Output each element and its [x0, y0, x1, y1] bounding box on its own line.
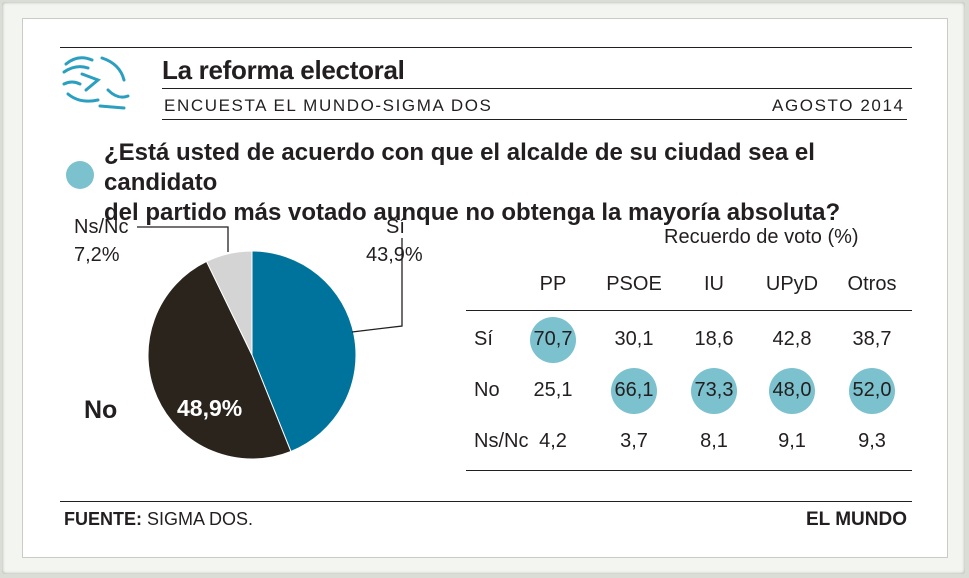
table-cell: 48,0 [772, 379, 812, 401]
table-divider [466, 470, 912, 471]
leader-line-nsnc [137, 226, 229, 252]
top-rule [60, 47, 912, 48]
survey-date: AGOSTO 2014 [772, 96, 905, 115]
column-header-psoe: PSOE [606, 273, 662, 295]
highlight-circle [849, 368, 895, 414]
table-cell: 70,7 [533, 328, 573, 350]
row-label-2: Ns/Nc [474, 430, 529, 452]
table-cell: 66,1 [614, 379, 654, 401]
page-title: La reforma electoral [162, 55, 405, 85]
question-bullet-icon [66, 161, 94, 189]
column-header-iu: IU [704, 273, 724, 295]
table-cell: 9,3 [858, 430, 886, 452]
table-cell: 4,2 [539, 430, 567, 452]
column-header-otros: Otros [847, 273, 897, 295]
slice-label-si-name: Sí [386, 216, 405, 238]
table-cell: 42,8 [772, 328, 812, 350]
slice-label-si-value: 43,9% [366, 244, 423, 266]
question-line-2: del partido más votado aunque no obtenga… [104, 199, 841, 226]
highlight-circle [530, 317, 576, 363]
table-cell: 38,7 [852, 328, 892, 350]
source-label: FUENTE: [64, 509, 142, 529]
slice-label-no-name: No [84, 396, 118, 424]
source-value: SIGMA DOS. [147, 509, 254, 529]
row-label-0: Sí [474, 328, 493, 350]
sigma-dos-logo-icon [62, 56, 130, 110]
subtitle-rule [162, 119, 907, 120]
table-cell: 18,6 [694, 328, 734, 350]
survey-subtitle: ENCUESTA EL MUNDO-SIGMA DOS [164, 96, 493, 115]
table-cell: 52,0 [852, 379, 892, 401]
slice-label-nsnc-value: 7,2% [74, 244, 120, 266]
highlight-circle [769, 368, 815, 414]
column-header-pp: PP [539, 273, 567, 295]
leader-line-si [351, 238, 403, 333]
question-text: ¿Está usted de acuerdo con que el alcald… [104, 138, 924, 228]
table-divider [466, 310, 912, 311]
column-header-upyd: UPyD [765, 273, 819, 295]
brand-name: EL MUNDO [806, 509, 907, 530]
question-line-1: ¿Está usted de acuerdo con que el alcald… [104, 139, 815, 196]
slice-label-no-value: 48,9% [177, 395, 243, 421]
table-cell: 30,1 [614, 328, 654, 350]
pie-slice-s [251, 250, 357, 453]
table-cell: 73,3 [694, 379, 734, 401]
table-title: Recuerdo de voto (%) [664, 226, 859, 248]
table-cell: 8,1 [700, 430, 728, 452]
row-label-1: No [474, 379, 500, 401]
highlight-circle [691, 368, 737, 414]
table-cell: 3,7 [620, 430, 648, 452]
highlight-circle [611, 368, 657, 414]
pie-slice-no [147, 260, 292, 460]
title-rule [162, 88, 912, 89]
slice-label-nsnc-name: Ns/Nc [74, 216, 129, 238]
table-cell: 25,1 [533, 379, 573, 401]
source-line: FUENTE: SIGMA DOS. [64, 509, 253, 530]
table-cell: 9,1 [778, 430, 806, 452]
pie-slice-nsnc [205, 250, 253, 356]
footer-rule [60, 501, 912, 502]
